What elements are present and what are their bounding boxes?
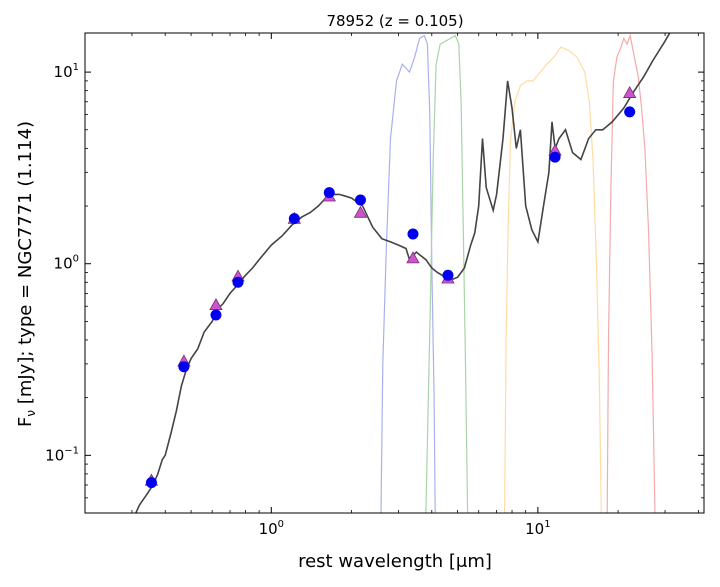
x-axis-label: rest wavelength [μm] xyxy=(298,551,492,572)
x-tick-label-2: 101 xyxy=(525,519,550,538)
axis-ticks: 100 101 10−1 100 101 xyxy=(45,33,704,538)
observed-flux-point-5 xyxy=(288,213,300,225)
observed-flux-point-6 xyxy=(323,187,335,199)
observed-flux-point-11 xyxy=(624,106,636,118)
plot-area xyxy=(134,33,671,513)
model-photometry-point-8 xyxy=(406,251,420,264)
filter-curve-1 xyxy=(380,34,436,513)
observed-flux-point-3 xyxy=(210,309,222,321)
axes-frame xyxy=(84,32,705,514)
observed-flux-point-7 xyxy=(354,194,366,206)
observed-flux-point-2 xyxy=(178,361,190,373)
observed-flux-point-1 xyxy=(145,477,157,489)
model-photometry-point-11 xyxy=(622,85,637,98)
chart-title: 78952 (z = 0.105) xyxy=(326,12,463,30)
photometry-markers xyxy=(144,85,637,489)
y-tick-label-3: 101 xyxy=(54,62,79,81)
x-tick-label-1: 100 xyxy=(259,519,284,538)
filter-curves xyxy=(380,33,656,513)
observed-flux-point-4 xyxy=(232,276,244,288)
observed-flux-point-10 xyxy=(549,151,561,163)
y-tick-label-1: 10−1 xyxy=(45,445,79,464)
filter-curve-2 xyxy=(425,34,469,513)
y-tick-label-2: 100 xyxy=(54,254,79,273)
filter-curve-4 xyxy=(606,33,656,513)
filter-curve-3 xyxy=(504,46,602,513)
y-axis-label: Fν [mJy]; type = NGC7771 (1.114) xyxy=(15,121,38,427)
observed-flux-point-8 xyxy=(407,228,419,240)
observed-flux-point-9 xyxy=(442,269,454,281)
model-photometry-point-7 xyxy=(353,205,368,218)
